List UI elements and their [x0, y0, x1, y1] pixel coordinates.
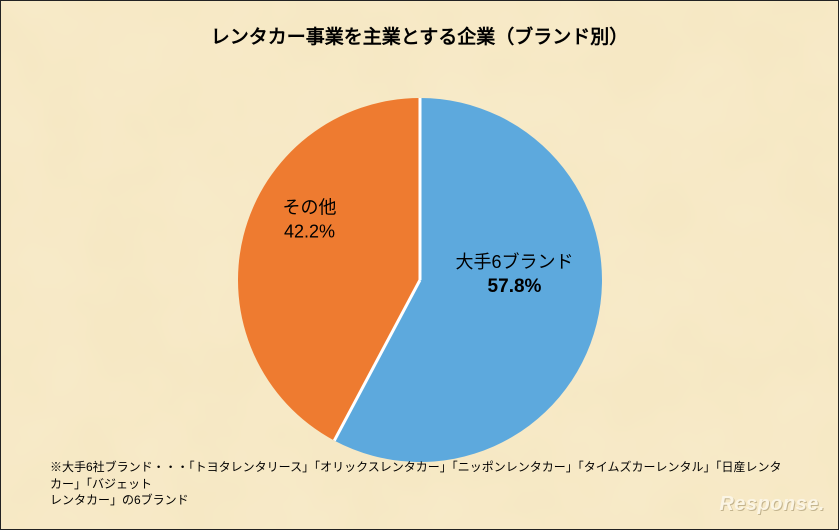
content: レンタカー事業を主業とする企業（ブランド別） 大手6ブランド 57.8% その他…	[0, 0, 839, 530]
slice-label-major6-percent: 57.8%	[455, 274, 573, 300]
slice-label-major6: 大手6ブランド 57.8%	[455, 250, 573, 300]
slice-label-other: その他 42.2%	[283, 196, 337, 245]
footnote: ※大手6社ブランド・・・「トヨタレンタリース」「オリックスレンタカー」「ニッポン…	[50, 459, 789, 508]
slice-label-other-name: その他	[283, 196, 337, 220]
slice-label-other-percent: 42.2%	[283, 220, 337, 244]
slice-label-major6-name: 大手6ブランド	[455, 250, 573, 274]
footnote-line2: レンタカー」の6ブランド	[50, 493, 189, 507]
chart-title: レンタカー事業を主業とする企業（ブランド別）	[0, 22, 839, 49]
figure-canvas: レンタカー事業を主業とする企業（ブランド別） 大手6ブランド 57.8% その他…	[0, 0, 839, 530]
footnote-line1: ※大手6社ブランド・・・「トヨタレンタリース」「オリックスレンタカー」「ニッポン…	[50, 460, 781, 490]
